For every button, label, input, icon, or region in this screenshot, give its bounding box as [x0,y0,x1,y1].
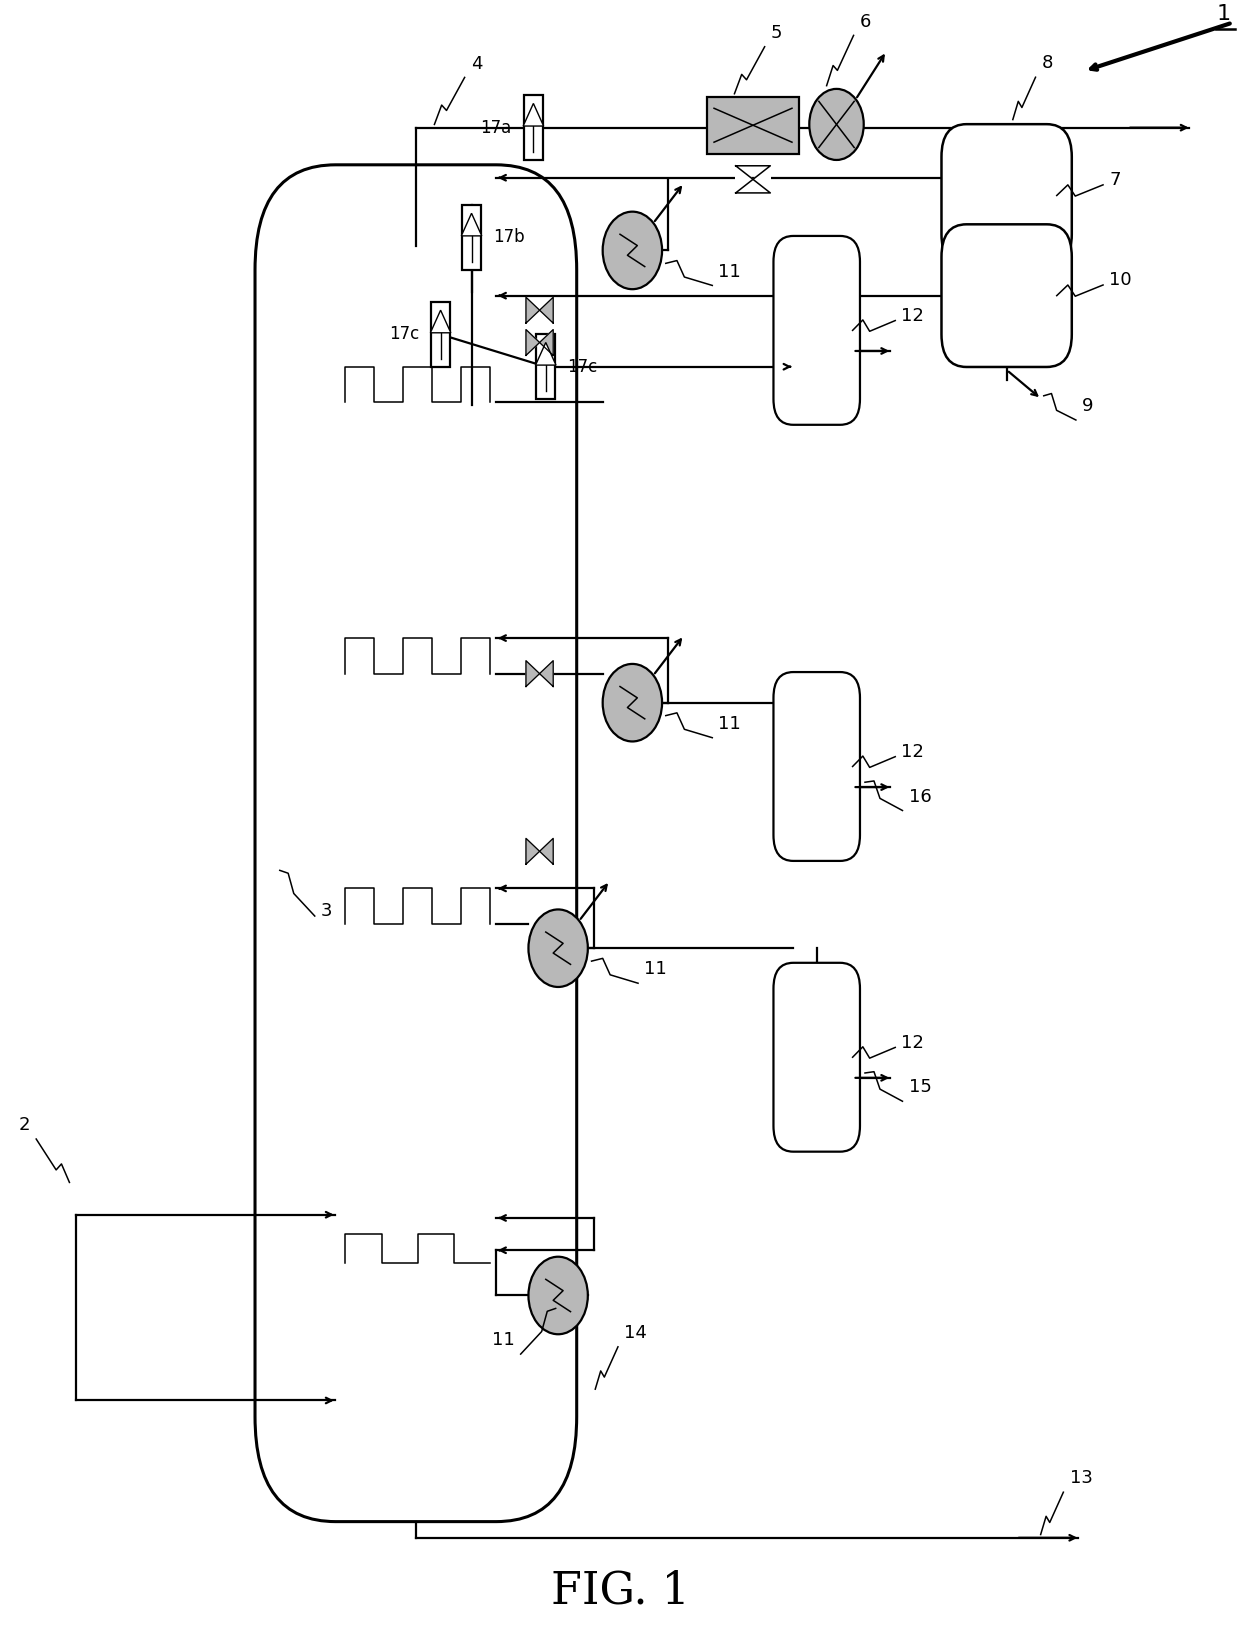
Text: 12: 12 [901,742,924,760]
Text: 11: 11 [718,715,742,733]
Text: 9: 9 [1083,397,1094,415]
FancyBboxPatch shape [255,164,577,1522]
Text: 17c: 17c [388,326,419,344]
Text: 15: 15 [909,1078,931,1096]
Text: 17b: 17b [494,228,525,246]
FancyBboxPatch shape [941,225,1071,366]
FancyBboxPatch shape [774,236,861,425]
Polygon shape [753,166,770,192]
Text: 12: 12 [901,1034,924,1052]
Text: 11: 11 [492,1332,515,1350]
FancyBboxPatch shape [537,334,556,399]
Polygon shape [539,661,553,687]
Circle shape [528,910,588,987]
Polygon shape [523,104,543,125]
Polygon shape [526,661,539,687]
Polygon shape [536,342,556,365]
Text: 17c: 17c [568,358,598,376]
Text: 11: 11 [645,961,667,978]
Text: FIG. 1: FIG. 1 [551,1569,689,1613]
FancyBboxPatch shape [707,98,800,153]
Text: 4: 4 [471,55,482,73]
Text: 6: 6 [859,13,872,31]
Text: 2: 2 [19,1117,30,1135]
Text: 5: 5 [771,24,782,42]
Text: 11: 11 [718,262,742,280]
Circle shape [528,1257,588,1335]
FancyBboxPatch shape [774,672,861,861]
Circle shape [603,664,662,741]
Polygon shape [461,213,482,236]
Circle shape [603,212,662,290]
Text: 17a: 17a [480,119,512,137]
FancyBboxPatch shape [463,205,481,270]
Text: 8: 8 [1042,54,1053,72]
Polygon shape [526,329,539,355]
Polygon shape [539,838,553,864]
Polygon shape [735,166,753,192]
Polygon shape [430,311,451,332]
Polygon shape [539,298,553,322]
Text: 14: 14 [624,1324,647,1341]
FancyBboxPatch shape [525,96,543,160]
Text: 12: 12 [901,306,924,324]
Polygon shape [526,838,539,864]
Text: 13: 13 [1070,1470,1092,1488]
Polygon shape [526,298,539,322]
Text: 7: 7 [1110,171,1121,189]
Text: 1: 1 [1216,5,1230,24]
FancyBboxPatch shape [941,124,1071,267]
Polygon shape [539,329,553,355]
FancyBboxPatch shape [432,303,450,366]
Text: 16: 16 [909,788,931,806]
FancyBboxPatch shape [774,962,861,1151]
Text: 3: 3 [321,902,332,920]
Circle shape [810,90,864,160]
Text: 10: 10 [1110,272,1132,290]
